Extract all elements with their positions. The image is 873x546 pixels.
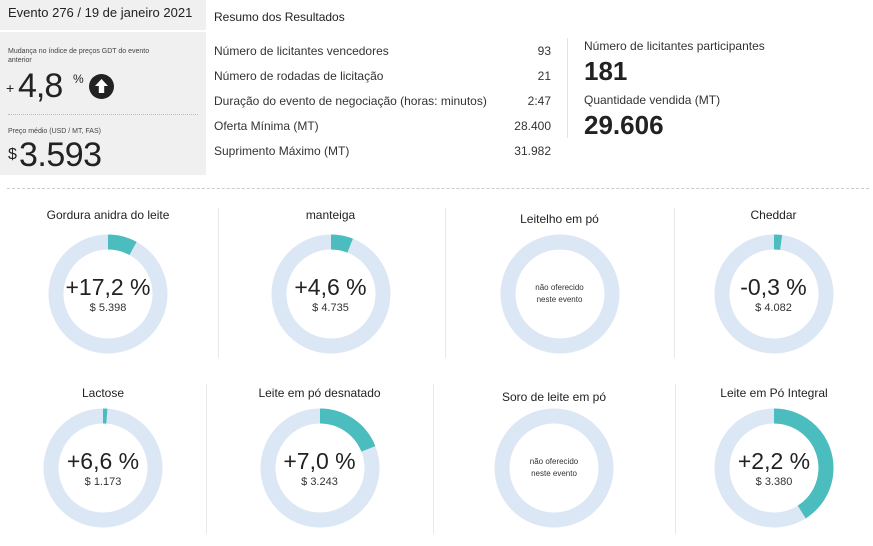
divider [8, 114, 198, 115]
product-name: Gordura anidra do leite [46, 208, 170, 222]
results-row-value: 31.982 [514, 143, 551, 158]
progress-ring [260, 408, 379, 528]
not-offered-text: não oferecido [529, 457, 579, 466]
results-row-label: Número de licitantes vencedores [214, 43, 389, 58]
product-name: manteiga [305, 208, 356, 222]
average-price-label: Preço médio (USD / MT, FAS) [8, 128, 101, 135]
divider [674, 208, 675, 358]
product-change: +7,0 % [283, 448, 356, 474]
ring-track [494, 408, 614, 528]
index-change-label: Mudança no índice de preços GDT do event… [8, 48, 150, 64]
ring-fill-arc [271, 234, 390, 354]
results-row-value: 21 [537, 68, 551, 83]
divider [445, 208, 446, 358]
results-row-value: 2:47 [527, 93, 551, 108]
product-name: Leite em Pó Integral [720, 386, 828, 400]
participants-label: Número de licitantes participantes [584, 39, 765, 53]
ring-fill-arc [714, 234, 833, 354]
product-change: +17,2 % [65, 274, 151, 300]
results-title: Resumo dos Resultados [214, 10, 345, 24]
results-row-value: 28.400 [514, 118, 551, 133]
ring-fill-arc [714, 408, 834, 528]
ring-label: +6,6 % $ 1.173 [0, 448, 206, 488]
divider [206, 384, 207, 534]
results-row-label: Duração do evento de negociação (horas: … [214, 93, 487, 108]
not-offered-text: não oferecido [535, 283, 584, 292]
divider [675, 384, 676, 534]
ring-label: +2,2 % $ 3.380 [675, 448, 873, 488]
divider [0, 30, 206, 32]
quantity-sold-value: 29.606 [584, 110, 664, 140]
product-change: +4,6 % [294, 274, 367, 300]
results-row: Suprimento Máximo (MT) 31.982 [214, 138, 551, 163]
progress-ring [271, 234, 390, 354]
not-offered-text: neste evento [536, 295, 583, 304]
product-price: $ 5.398 [89, 302, 127, 314]
ring-track [500, 234, 619, 354]
product-card: Leite em Pó Integral +2,2 % $ 3.380 [675, 374, 873, 546]
divider [218, 208, 219, 358]
average-price-currency: $ [8, 146, 17, 163]
product-price: $ 3.380 [755, 476, 793, 488]
product-price: $ 4.082 [755, 302, 792, 314]
average-price-value: 3.593 [19, 136, 102, 174]
product-name: Leitelho em pó [520, 212, 599, 226]
product-change: -0,3 % [740, 274, 807, 300]
ring-label: +7,0 % $ 3.243 [206, 448, 433, 488]
product-card: Lactose +6,6 % $ 1.173 [0, 374, 206, 546]
quantity-sold-label: Quantidade vendida (MT) [584, 93, 721, 107]
results-row-label: Número de rodadas de licitação [214, 68, 384, 83]
product-name: Cheddar [750, 208, 797, 222]
product-change: +6,6 % [66, 448, 140, 474]
event-title: Evento 276 / 19 de janeiro 2021 [8, 5, 193, 20]
product-card: Leitelho em pó não oferecido neste event… [445, 196, 674, 371]
product-name: Soro de leite em pó [501, 390, 607, 404]
product-card: Cheddar -0,3 % $ 4.082 [674, 196, 873, 371]
progress-ring [494, 408, 614, 528]
progress-ring [714, 234, 833, 354]
participants-value: 181 [584, 56, 628, 86]
progress-ring [43, 408, 163, 528]
ring-label: não oferecido neste evento [445, 282, 674, 306]
ring-label: +17,2 % $ 5.398 [0, 274, 216, 314]
results-table: Número de licitantes vencedores 93 Númer… [214, 38, 551, 163]
ring-label: não oferecido neste evento [433, 456, 675, 480]
index-change-sign: + [6, 80, 15, 96]
results-row-value: 93 [537, 43, 551, 58]
product-price: $ 1.173 [84, 476, 122, 488]
divider [7, 188, 869, 189]
product-card: manteiga +4,6 % $ 4.735 [218, 196, 443, 371]
product-price: $ 3.243 [301, 476, 338, 488]
product-price: $ 4.735 [312, 302, 349, 314]
progress-ring [48, 234, 168, 354]
results-row-label: Oferta Mínima (MT) [214, 118, 319, 133]
results-row-label: Suprimento Máximo (MT) [214, 143, 350, 158]
progress-ring [714, 408, 834, 528]
product-card: Gordura anidra do leite +17,2 % $ 5.398 [0, 196, 216, 371]
product-card: Leite em pó desnatado +7,0 % $ 3.243 [206, 374, 433, 546]
not-offered-text: neste evento [531, 469, 577, 478]
ring-fill-arc [43, 408, 163, 528]
results-row: Número de licitantes vencedores 93 [214, 38, 551, 63]
results-row: Duração do evento de negociação (horas: … [214, 88, 551, 113]
results-row: Oferta Mínima (MT) 28.400 [214, 113, 551, 138]
arrow-up-icon [89, 74, 114, 99]
product-name: Leite em pó desnatado [258, 386, 381, 400]
ring-label: +4,6 % $ 4.735 [218, 274, 443, 314]
product-change: +2,2 % [737, 448, 811, 474]
divider [433, 384, 434, 534]
ring-fill-arc [48, 234, 168, 354]
progress-ring [500, 234, 619, 354]
product-name: Lactose [81, 386, 125, 400]
index-change-unit: % [73, 72, 84, 86]
ring-label: -0,3 % $ 4.082 [674, 274, 873, 314]
divider [567, 38, 568, 138]
ring-fill-arc [260, 408, 379, 528]
index-summary-panel: Evento 276 / 19 de janeiro 2021 Mudança … [0, 0, 206, 175]
results-row: Número de rodadas de licitação 21 [214, 63, 551, 88]
index-change-value: 4,8 [18, 67, 63, 105]
product-card: Soro de leite em pó não oferecido neste … [433, 374, 675, 546]
